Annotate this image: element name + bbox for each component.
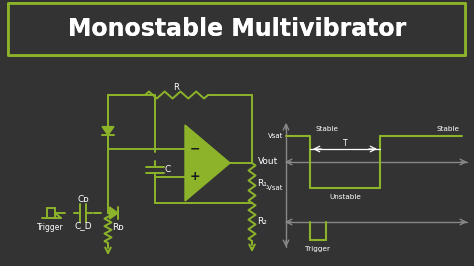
Text: Rᴅ: Rᴅ [112, 223, 124, 232]
Polygon shape [102, 127, 114, 135]
Bar [8, 3, 465, 55]
Text: R: R [173, 84, 180, 93]
Text: Vout: Vout [258, 156, 278, 165]
Text: Cᴅ: Cᴅ [77, 196, 89, 205]
Text: R₂: R₂ [257, 218, 267, 227]
Polygon shape [185, 125, 230, 201]
Text: Trigger: Trigger [37, 222, 64, 231]
Text: +: + [190, 171, 201, 184]
Text: Vsat: Vsat [268, 133, 283, 139]
Text: −: − [190, 143, 200, 156]
Text: Stable: Stable [316, 126, 339, 132]
Text: Trigger: Trigger [306, 246, 330, 252]
Polygon shape [109, 207, 118, 219]
Text: T: T [343, 139, 347, 148]
Text: -Vsat: -Vsat [265, 185, 283, 191]
Bar [8, 3, 465, 55]
Text: Monostable Multivibrator: Monostable Multivibrator [68, 17, 406, 41]
Text: R₁: R₁ [257, 178, 267, 188]
Text: Stable: Stable [437, 126, 460, 132]
Text: Unstable: Unstable [329, 194, 361, 200]
Text: C_D: C_D [74, 222, 92, 231]
Text: Monostable Multivibrator: Monostable Multivibrator [68, 17, 406, 41]
Text: C: C [165, 165, 171, 174]
